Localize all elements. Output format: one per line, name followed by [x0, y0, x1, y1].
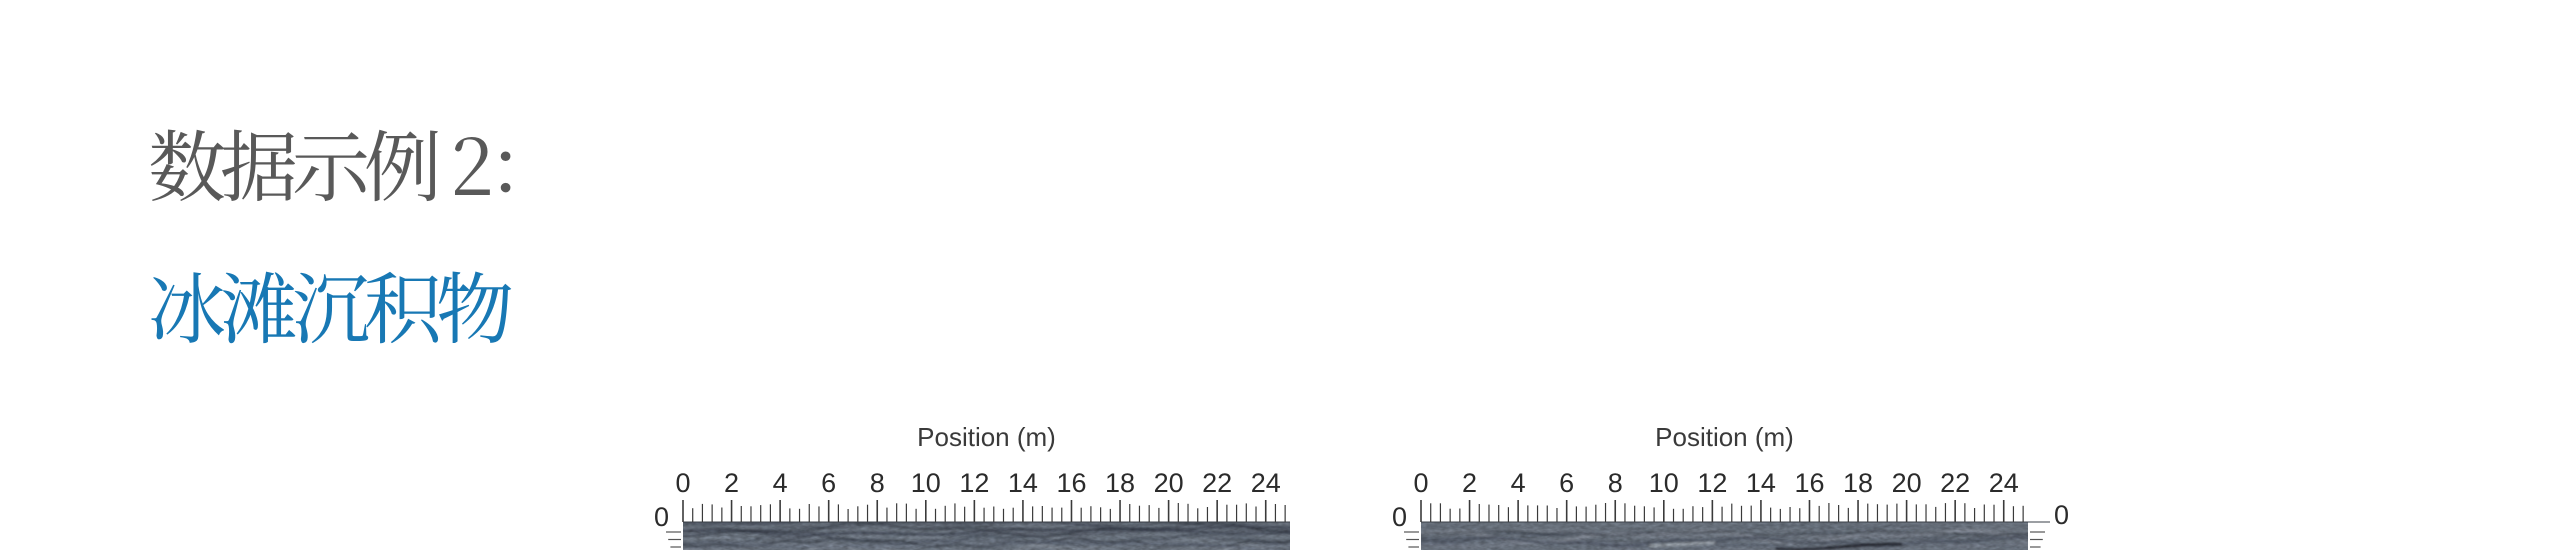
svg-text:8: 8 — [870, 468, 885, 498]
svg-text:6: 6 — [1559, 468, 1574, 498]
svg-text:6: 6 — [821, 468, 836, 498]
svg-text:12: 12 — [1697, 468, 1727, 498]
svg-text:2: 2 — [1462, 468, 1477, 498]
svg-text:Position (m): Position (m) — [917, 422, 1056, 452]
svg-text:18: 18 — [1105, 468, 1135, 498]
svg-text:0: 0 — [1392, 502, 1407, 532]
svg-text:10: 10 — [911, 468, 941, 498]
svg-text:4: 4 — [773, 468, 788, 498]
svg-text:24: 24 — [1251, 468, 1281, 498]
svg-text:10: 10 — [1649, 468, 1679, 498]
svg-text:8: 8 — [1608, 468, 1623, 498]
svg-text:14: 14 — [1746, 468, 1776, 498]
svg-text:2: 2 — [724, 468, 739, 498]
svg-text:24: 24 — [1989, 468, 2019, 498]
svg-text:22: 22 — [1940, 468, 1970, 498]
svg-text:16: 16 — [1056, 468, 1086, 498]
svg-text:0: 0 — [2054, 500, 2069, 530]
svg-text:Position (m): Position (m) — [1655, 422, 1794, 452]
svg-text:20: 20 — [1154, 468, 1184, 498]
svg-text:4: 4 — [1511, 468, 1526, 498]
svg-text:0: 0 — [675, 468, 690, 498]
svg-text:22: 22 — [1202, 468, 1232, 498]
svg-text:0: 0 — [654, 502, 669, 532]
svg-text:18: 18 — [1843, 468, 1873, 498]
svg-text:16: 16 — [1794, 468, 1824, 498]
svg-text:14: 14 — [1008, 468, 1038, 498]
svg-text:0: 0 — [1413, 468, 1428, 498]
svg-text:12: 12 — [959, 468, 989, 498]
svg-text:20: 20 — [1892, 468, 1922, 498]
